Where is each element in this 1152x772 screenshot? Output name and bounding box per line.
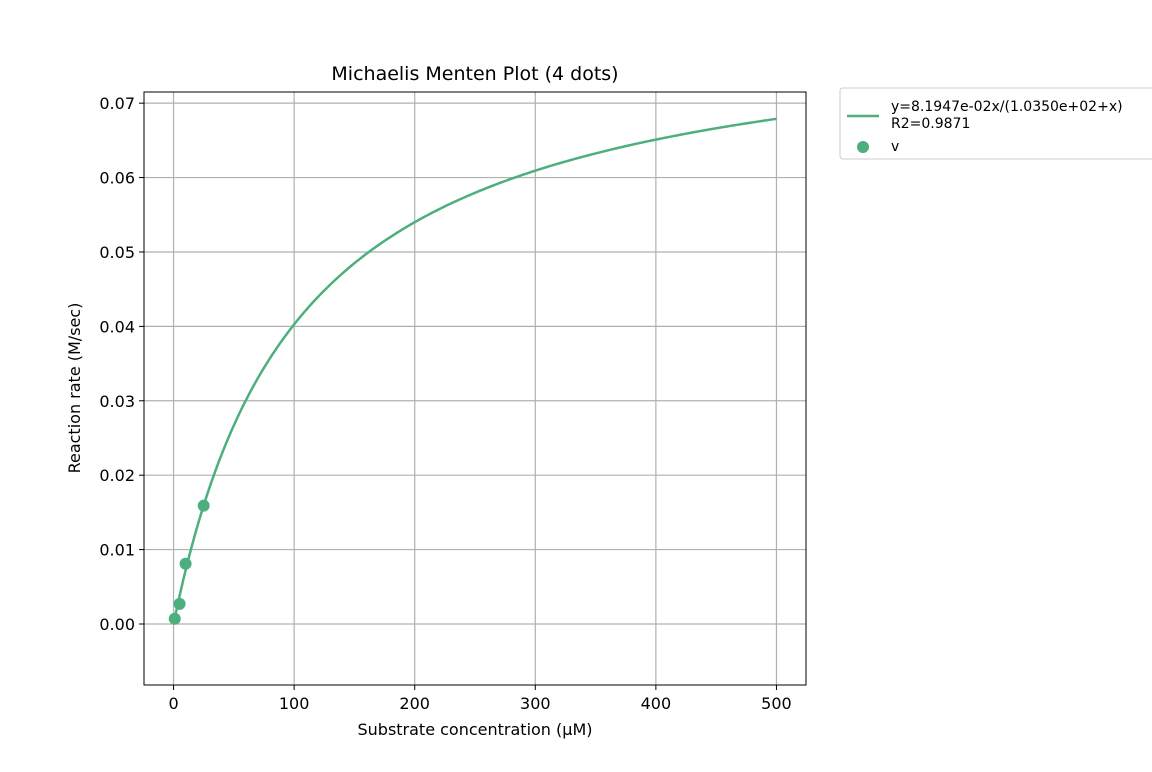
y-axis-ticks: 0.00 0.01 0.02 0.03 0.04 0.05 0.06 0.07 <box>99 94 144 634</box>
fit-curve <box>172 117 777 625</box>
data-point <box>168 612 181 625</box>
x-tick-label: 200 <box>399 694 430 713</box>
x-axis-label: Substrate concentration (μM) <box>357 720 592 739</box>
x-tick-label: 300 <box>520 694 551 713</box>
legend-fit-label: y=8.1947e-02x/(1.0350e+02+x) <box>891 99 1123 115</box>
y-axis-label: Reaction rate (M/sec) <box>65 303 84 474</box>
y-tick-label: 0.03 <box>99 392 135 411</box>
y-tick-label: 0.06 <box>99 169 135 188</box>
legend-box <box>839 87 1152 160</box>
x-axis-ticks: 0 100 200 300 400 500 <box>168 685 792 713</box>
data-point <box>179 557 192 570</box>
y-tick-label: 0.07 <box>99 94 135 113</box>
data-point <box>197 499 210 512</box>
x-tick-label: 0 <box>168 694 178 713</box>
x-tick-label: 100 <box>279 694 310 713</box>
grid <box>144 92 806 685</box>
legend: y=8.1947e-02x/(1.0350e+02+x) R2=0.9871 v <box>839 87 1152 160</box>
data-point <box>173 597 186 610</box>
y-tick-label: 0.01 <box>99 541 135 560</box>
fit-curve-layer <box>172 117 777 625</box>
y-tick-label: 0.02 <box>99 466 135 485</box>
legend-scatter-swatch <box>857 141 869 153</box>
plot-frame <box>143 91 807 686</box>
y-tick-label: 0.00 <box>99 615 135 634</box>
chart-title: Michaelis Menten Plot (4 dots) <box>331 63 618 85</box>
legend-scatter-label: v <box>891 139 899 155</box>
y-tick-label: 0.05 <box>99 243 135 262</box>
x-tick-label: 500 <box>761 694 792 713</box>
y-tick-label: 0.04 <box>99 317 135 336</box>
legend-fit-r2: R2=0.9871 <box>891 116 970 132</box>
data-points-layer <box>168 499 210 625</box>
x-tick-label: 400 <box>641 694 672 713</box>
